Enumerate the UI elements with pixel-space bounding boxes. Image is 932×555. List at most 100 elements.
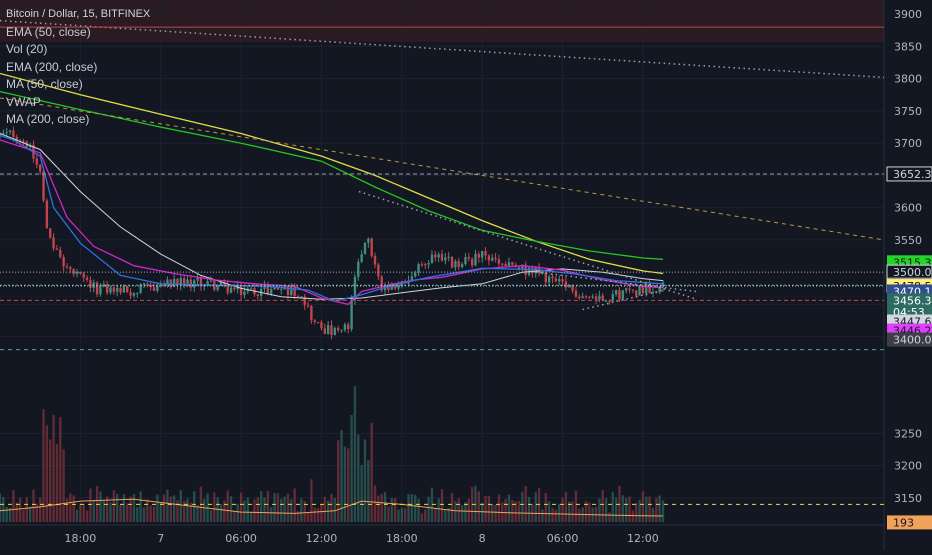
volume-bar-41 <box>136 507 139 522</box>
candle-body-177 <box>591 296 594 298</box>
candle-body-24 <box>79 271 82 274</box>
candle-body-104 <box>347 324 350 330</box>
candle-body-174 <box>581 296 584 299</box>
volume-bar-196 <box>655 497 658 522</box>
candle-body-136 <box>454 261 457 268</box>
volume-bar-37 <box>122 494 126 522</box>
candle-body-41 <box>136 292 139 294</box>
candle-body-137 <box>457 261 460 268</box>
candle-body-139 <box>464 257 467 265</box>
candle-body-53 <box>176 278 179 286</box>
candle-body-30 <box>99 286 102 295</box>
candle-body-14 <box>45 200 49 229</box>
volume-bar-31 <box>102 500 105 522</box>
candle-body-34 <box>112 287 116 292</box>
volume-bar-161 <box>537 487 541 522</box>
x-axis-labels: 18:00 7 06:00 12:00 18:00 8 06:00 12:00 <box>65 532 659 545</box>
candle-body-11 <box>35 158 39 165</box>
volume-bar-176 <box>588 502 591 522</box>
candle-body-98 <box>326 325 330 334</box>
candle-body-38 <box>126 286 129 293</box>
volume-bar-89 <box>296 511 300 522</box>
volume-bar-48 <box>159 502 162 522</box>
indicator-ma200-label[interactable]: MA (200, close) <box>6 112 90 126</box>
volume-bar-146 <box>487 495 491 522</box>
volume-bar-75 <box>249 512 253 522</box>
trend-line-wedge-bottom <box>582 289 664 311</box>
volume-bar-194 <box>648 496 651 522</box>
volume-bar-137 <box>457 498 460 522</box>
volume-bar-118 <box>393 498 397 522</box>
volume-bar-112 <box>373 485 377 522</box>
volume-bar-106 <box>353 386 357 522</box>
volume-bar-143 <box>477 491 481 522</box>
candle-body-7 <box>22 140 25 142</box>
candle-body-152 <box>507 262 511 267</box>
candle-body-114 <box>380 276 383 291</box>
volume-bar-50 <box>166 489 169 522</box>
volume-bar-92 <box>306 512 310 522</box>
volume-bar-34 <box>112 490 116 522</box>
indicator-vwap-label[interactable]: VWAP <box>6 94 41 109</box>
candle-body-79 <box>263 285 266 289</box>
x-tick-label-7: 12:00 <box>627 532 659 545</box>
candle-body-194 <box>648 283 651 293</box>
volume-bar-191 <box>638 500 641 522</box>
volume-bar-158 <box>527 496 531 522</box>
volume-bar-21 <box>69 493 72 522</box>
volume-bar-102 <box>340 429 343 522</box>
candle-body-155 <box>517 267 521 270</box>
price-tag-box-6 <box>887 293 932 308</box>
candle-body-119 <box>397 285 400 289</box>
x-tick-label-0: 18:00 <box>65 532 97 545</box>
volume-bar-104 <box>347 448 350 522</box>
volume-bar-43 <box>142 507 146 522</box>
indicator-ema200-label[interactable]: EMA (200, close) <box>6 59 98 74</box>
price-tags: 3652.33515.33500.03479.83478.53470.13456… <box>886 166 932 530</box>
volume-bar-24 <box>79 503 82 522</box>
candle-body-19 <box>62 256 65 267</box>
volume-bar-83 <box>276 493 280 522</box>
price-tag-6: 3456.3 <box>887 293 932 308</box>
candle-body-116 <box>387 285 390 290</box>
candle-body-96 <box>320 322 323 329</box>
candle-body-198 <box>661 282 665 287</box>
volume-bar-85 <box>283 496 286 522</box>
volume-bar-5 <box>15 502 18 522</box>
candle-body-36 <box>119 287 122 293</box>
candle-body-146 <box>487 255 491 261</box>
candle-body-95 <box>316 321 320 323</box>
volume-bar-192 <box>641 491 645 522</box>
indicator-vol-label[interactable]: Vol (20) <box>6 42 48 56</box>
volume-bar-57 <box>189 502 193 522</box>
price-tag-label-0: 3652.3 <box>893 168 932 181</box>
candle-body-138 <box>460 264 464 268</box>
candle-body-39 <box>129 292 132 296</box>
y-tick-label-2: 3800 <box>894 73 922 86</box>
candle-body-72 <box>239 285 243 296</box>
volume-bar-167 <box>558 503 561 522</box>
volume-bar-40 <box>132 493 136 522</box>
candle-body-130 <box>434 254 437 258</box>
volume-bar-0 <box>0 493 2 522</box>
volume-bar-113 <box>377 495 380 522</box>
volume-bar-79 <box>263 497 266 522</box>
y-tick-label-0: 3900 <box>894 8 922 21</box>
volume-bar-73 <box>243 500 246 522</box>
grid <box>0 0 884 525</box>
indicator-ma50-label[interactable]: MA (50, close) <box>6 77 83 91</box>
trend-line-wedge-top <box>535 271 697 293</box>
volume-bar-96 <box>320 504 323 522</box>
volume-bar-8 <box>25 497 28 522</box>
indicator-ema50-label[interactable]: EMA (50, close) <box>6 24 91 39</box>
candle-body-197 <box>658 286 661 292</box>
candle-body-135 <box>450 256 454 268</box>
candle-body-191 <box>638 286 641 296</box>
volume-bar-91 <box>303 500 306 522</box>
volume-bar-52 <box>172 495 176 522</box>
candle-body-175 <box>584 296 588 298</box>
candle-body-168 <box>561 279 564 282</box>
volume-bar-133 <box>444 509 447 522</box>
